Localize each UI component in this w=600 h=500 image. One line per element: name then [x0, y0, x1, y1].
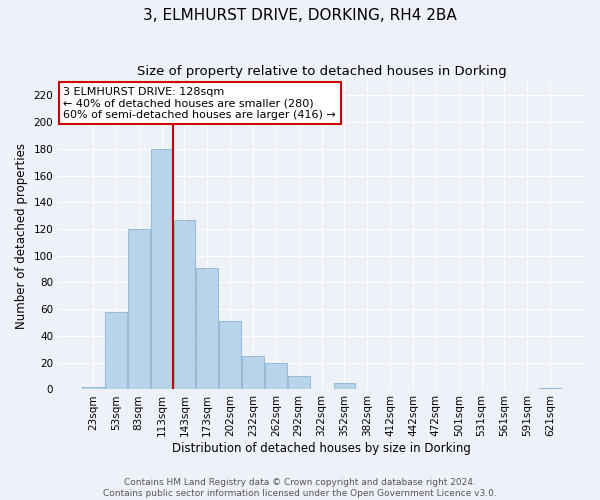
- Bar: [242, 356, 264, 390]
- Bar: [219, 322, 241, 390]
- Bar: [265, 362, 287, 390]
- Bar: [173, 220, 195, 390]
- Bar: [151, 149, 172, 390]
- Bar: [288, 376, 310, 390]
- Bar: [82, 387, 104, 390]
- Text: Contains HM Land Registry data © Crown copyright and database right 2024.
Contai: Contains HM Land Registry data © Crown c…: [103, 478, 497, 498]
- Bar: [105, 312, 127, 390]
- Bar: [196, 268, 218, 390]
- Title: Size of property relative to detached houses in Dorking: Size of property relative to detached ho…: [137, 65, 506, 78]
- X-axis label: Distribution of detached houses by size in Dorking: Distribution of detached houses by size …: [172, 442, 471, 455]
- Bar: [128, 229, 149, 390]
- Bar: [334, 383, 355, 390]
- Bar: [539, 388, 561, 390]
- Text: 3, ELMHURST DRIVE, DORKING, RH4 2BA: 3, ELMHURST DRIVE, DORKING, RH4 2BA: [143, 8, 457, 22]
- Y-axis label: Number of detached properties: Number of detached properties: [15, 142, 28, 328]
- Text: 3 ELMHURST DRIVE: 128sqm
← 40% of detached houses are smaller (280)
60% of semi-: 3 ELMHURST DRIVE: 128sqm ← 40% of detach…: [64, 86, 336, 120]
